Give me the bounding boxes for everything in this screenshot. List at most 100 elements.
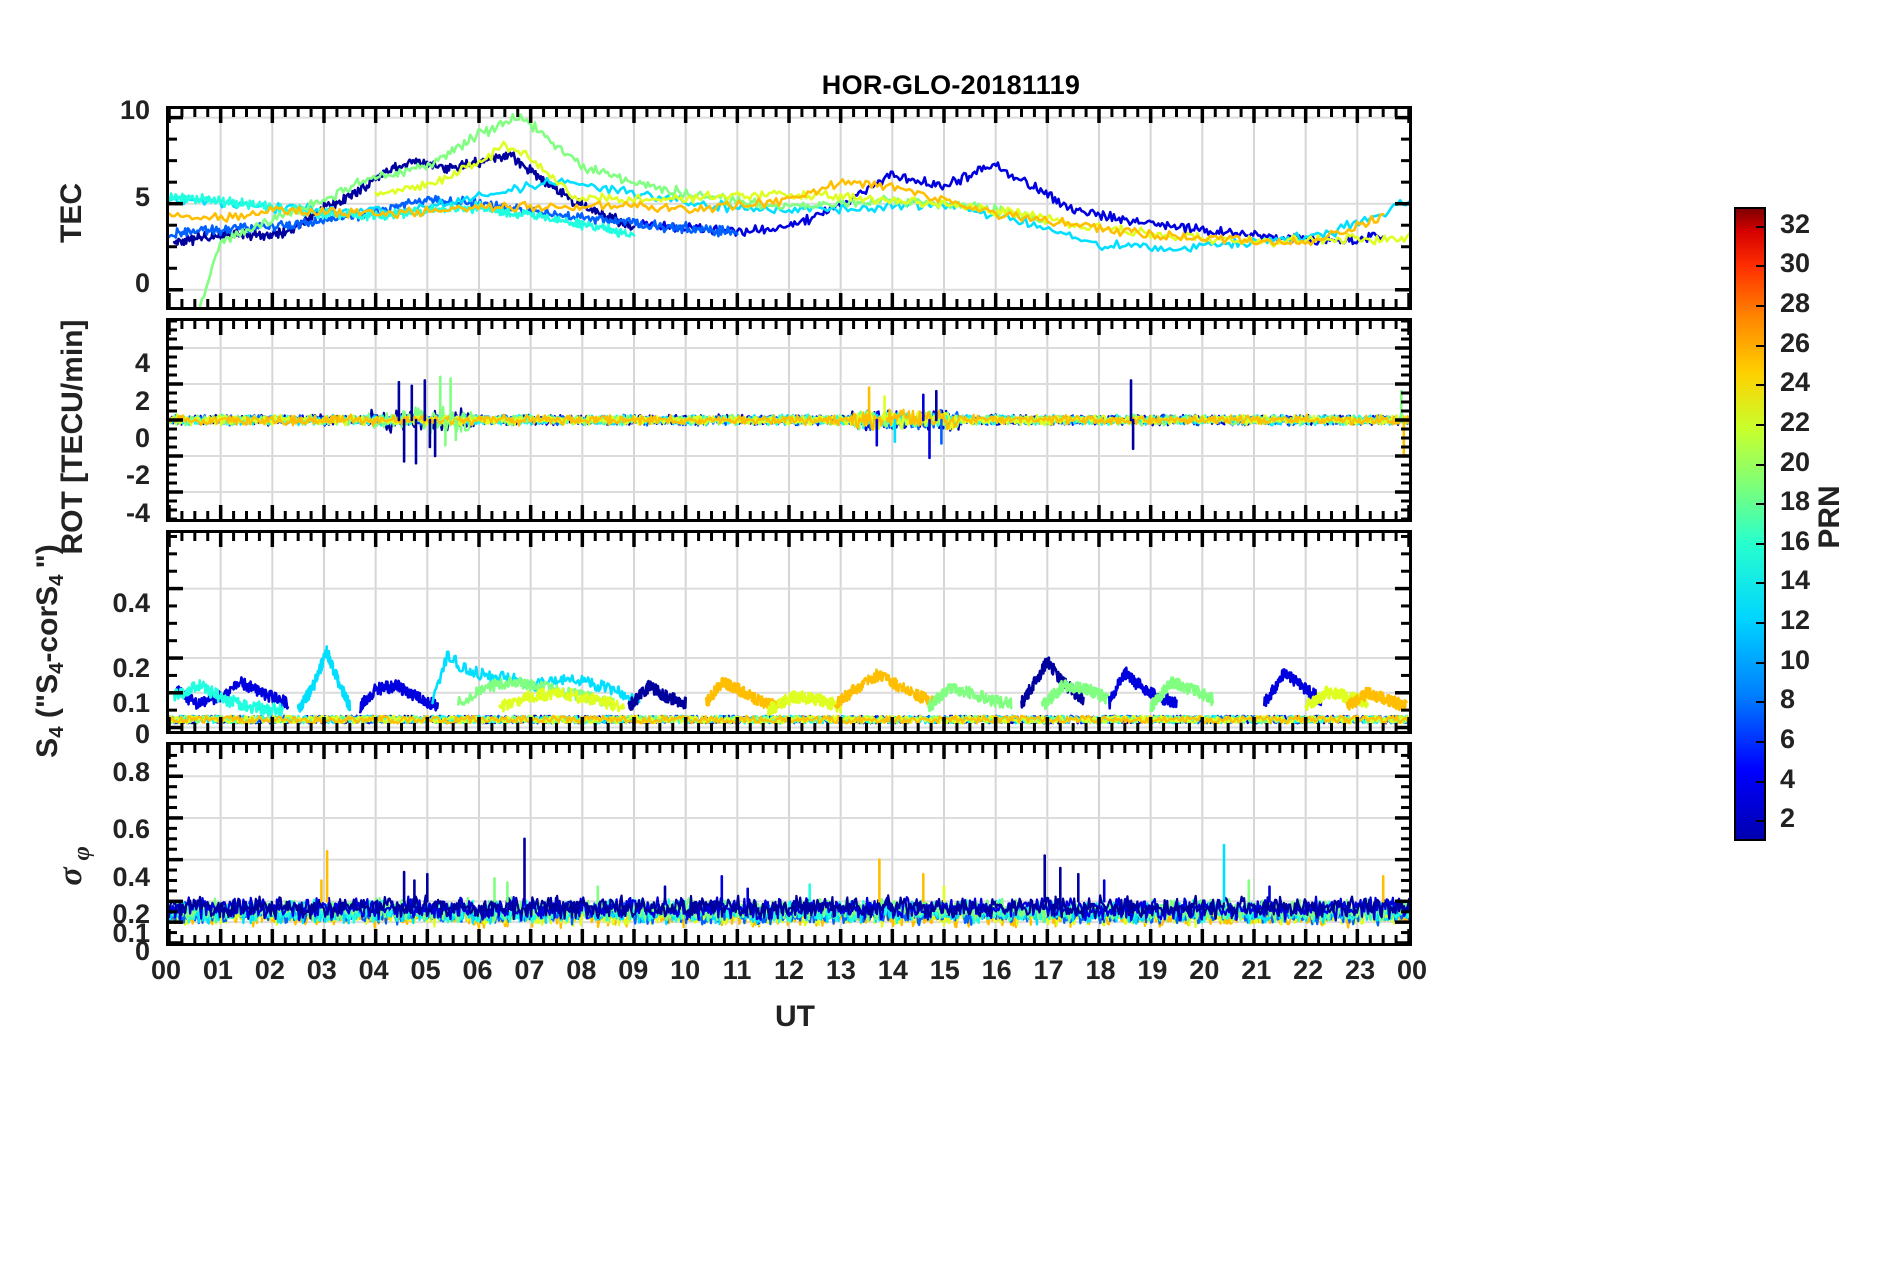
colorbar-tickmark-22 <box>1756 423 1766 426</box>
data-trace <box>632 161 1385 246</box>
ytick-s4-2: 0.1 <box>112 688 150 718</box>
colorbar-ticklabel-30: 30 <box>1780 248 1811 279</box>
colorbar-ticklabel-28: 28 <box>1780 288 1811 319</box>
xlabel: UT <box>775 1000 815 1033</box>
plot-layer <box>169 745 1409 943</box>
xtick-23: 23 <box>1345 955 1376 985</box>
ylabel-sigma-phi: σ φ <box>52 846 95 886</box>
colorbar-gradient <box>1736 209 1764 839</box>
colorbar-tickmark-14 <box>1756 582 1766 585</box>
data-trace <box>172 151 636 247</box>
data-trace <box>175 676 290 710</box>
panel-s4 <box>166 530 1412 734</box>
xtick-11: 11 <box>722 955 752 985</box>
data-trace <box>767 690 842 717</box>
xtick-2: 02 <box>254 955 285 985</box>
colorbar-tickmark-16 <box>1756 542 1766 545</box>
ytick-sigma-1: 0.6 <box>112 814 150 844</box>
colorbar-tickmark-28 <box>1756 305 1766 308</box>
colorbar[interactable] <box>1734 207 1766 841</box>
ytick-sigma-4: 0.1 <box>112 918 150 948</box>
ylabel-tec: TEC <box>55 183 88 243</box>
data-trace <box>169 176 1409 253</box>
xtick-8: 08 <box>566 955 597 985</box>
colorbar-tickmark-12 <box>1756 622 1766 625</box>
data-trace <box>169 894 1409 921</box>
plot-layer <box>169 321 1409 519</box>
panel-tec <box>166 106 1412 310</box>
plot-layer <box>169 533 1409 731</box>
data-trace <box>498 687 625 713</box>
plot-layer <box>169 109 1409 307</box>
data-trace <box>169 895 1409 922</box>
ytick-sigma-3: 0.2 <box>112 899 150 929</box>
colorbar-tickmark-10 <box>1756 661 1766 664</box>
colorbar-ticklabel-32: 32 <box>1780 208 1811 239</box>
xtick-7: 07 <box>514 955 545 985</box>
data-trace <box>358 679 439 714</box>
colorbar-tickmark-6 <box>1756 740 1766 743</box>
ytick-rot-3: -2 <box>125 460 150 490</box>
colorbar-ticklabel-4: 4 <box>1780 763 1796 794</box>
data-trace <box>431 650 641 706</box>
colorbar-ticklabel-26: 26 <box>1780 327 1811 358</box>
ytick-s4-3: 0 <box>134 719 150 749</box>
ytick-rot-1: 2 <box>134 386 150 416</box>
ytick-rot-0: 4 <box>134 348 150 378</box>
xtick-9: 09 <box>618 955 649 985</box>
data-trace <box>169 408 1409 431</box>
xtick-0: 00 <box>150 955 182 985</box>
xtick-12: 12 <box>773 955 805 985</box>
xtick-6: 06 <box>462 955 493 985</box>
xtick-19: 19 <box>1137 955 1168 985</box>
panel-sigma-phi <box>166 742 1412 946</box>
ytick-tec-1: 5 <box>134 182 150 212</box>
colorbar-tickmark-20 <box>1756 463 1766 466</box>
data-trace <box>198 113 1049 307</box>
colorbar-tickmark-32 <box>1756 225 1766 228</box>
data-trace <box>296 645 352 713</box>
ytick-rot-4: -4 <box>125 498 150 528</box>
data-trace <box>705 676 780 713</box>
colorbar-ticklabel-12: 12 <box>1780 605 1811 636</box>
colorbar-tickmark-26 <box>1756 344 1766 347</box>
xtick-3: 03 <box>306 955 337 985</box>
xtick-4: 04 <box>358 955 389 985</box>
data-trace <box>927 682 1013 713</box>
data-trace <box>374 140 1409 248</box>
xtick-17: 17 <box>1033 955 1064 985</box>
ytick-s4-1: 0.2 <box>112 653 150 683</box>
xtick-24: 00 <box>1396 955 1428 985</box>
xtick-15: 15 <box>929 955 960 985</box>
ylabel-s4: S4 ("S4-corS4 ") <box>30 544 69 758</box>
colorbar-tickmark-2 <box>1756 820 1766 823</box>
colorbar-tickmark-30 <box>1756 265 1766 268</box>
ytick-rot-2: 0 <box>134 423 150 453</box>
panel-rot <box>166 318 1412 522</box>
colorbar-tickmark-18 <box>1756 503 1766 506</box>
data-trace <box>1263 668 1323 708</box>
xtick-20: 20 <box>1189 955 1220 985</box>
xtick-10: 10 <box>670 955 701 985</box>
colorbar-tickmark-24 <box>1756 384 1766 387</box>
colorbar-ticklabel-24: 24 <box>1780 367 1811 398</box>
xtick-1: 01 <box>202 955 233 985</box>
xtick-16: 16 <box>981 955 1012 985</box>
page-title: HOR-GLO-20181119 <box>821 70 1081 100</box>
data-trace <box>1149 676 1214 713</box>
colorbar-ticklabel-16: 16 <box>1780 525 1811 556</box>
data-trace <box>1040 679 1111 711</box>
xtick-21: 21 <box>1241 955 1272 985</box>
data-trace <box>1345 686 1408 712</box>
colorbar-ticklabel-20: 20 <box>1780 446 1811 477</box>
data-trace <box>627 679 687 711</box>
colorbar-ticklabel-22: 22 <box>1780 406 1811 437</box>
colorbar-tickmark-8 <box>1756 701 1766 704</box>
data-trace <box>169 178 1385 247</box>
colorbar-tickmark-4 <box>1756 780 1766 783</box>
colorbar-ticklabel-8: 8 <box>1780 684 1796 715</box>
xtick-13: 13 <box>825 955 856 985</box>
colorbar-ticklabel-14: 14 <box>1780 565 1811 596</box>
data-trace <box>172 679 284 716</box>
ytick-s4-0: 0.4 <box>112 588 150 618</box>
